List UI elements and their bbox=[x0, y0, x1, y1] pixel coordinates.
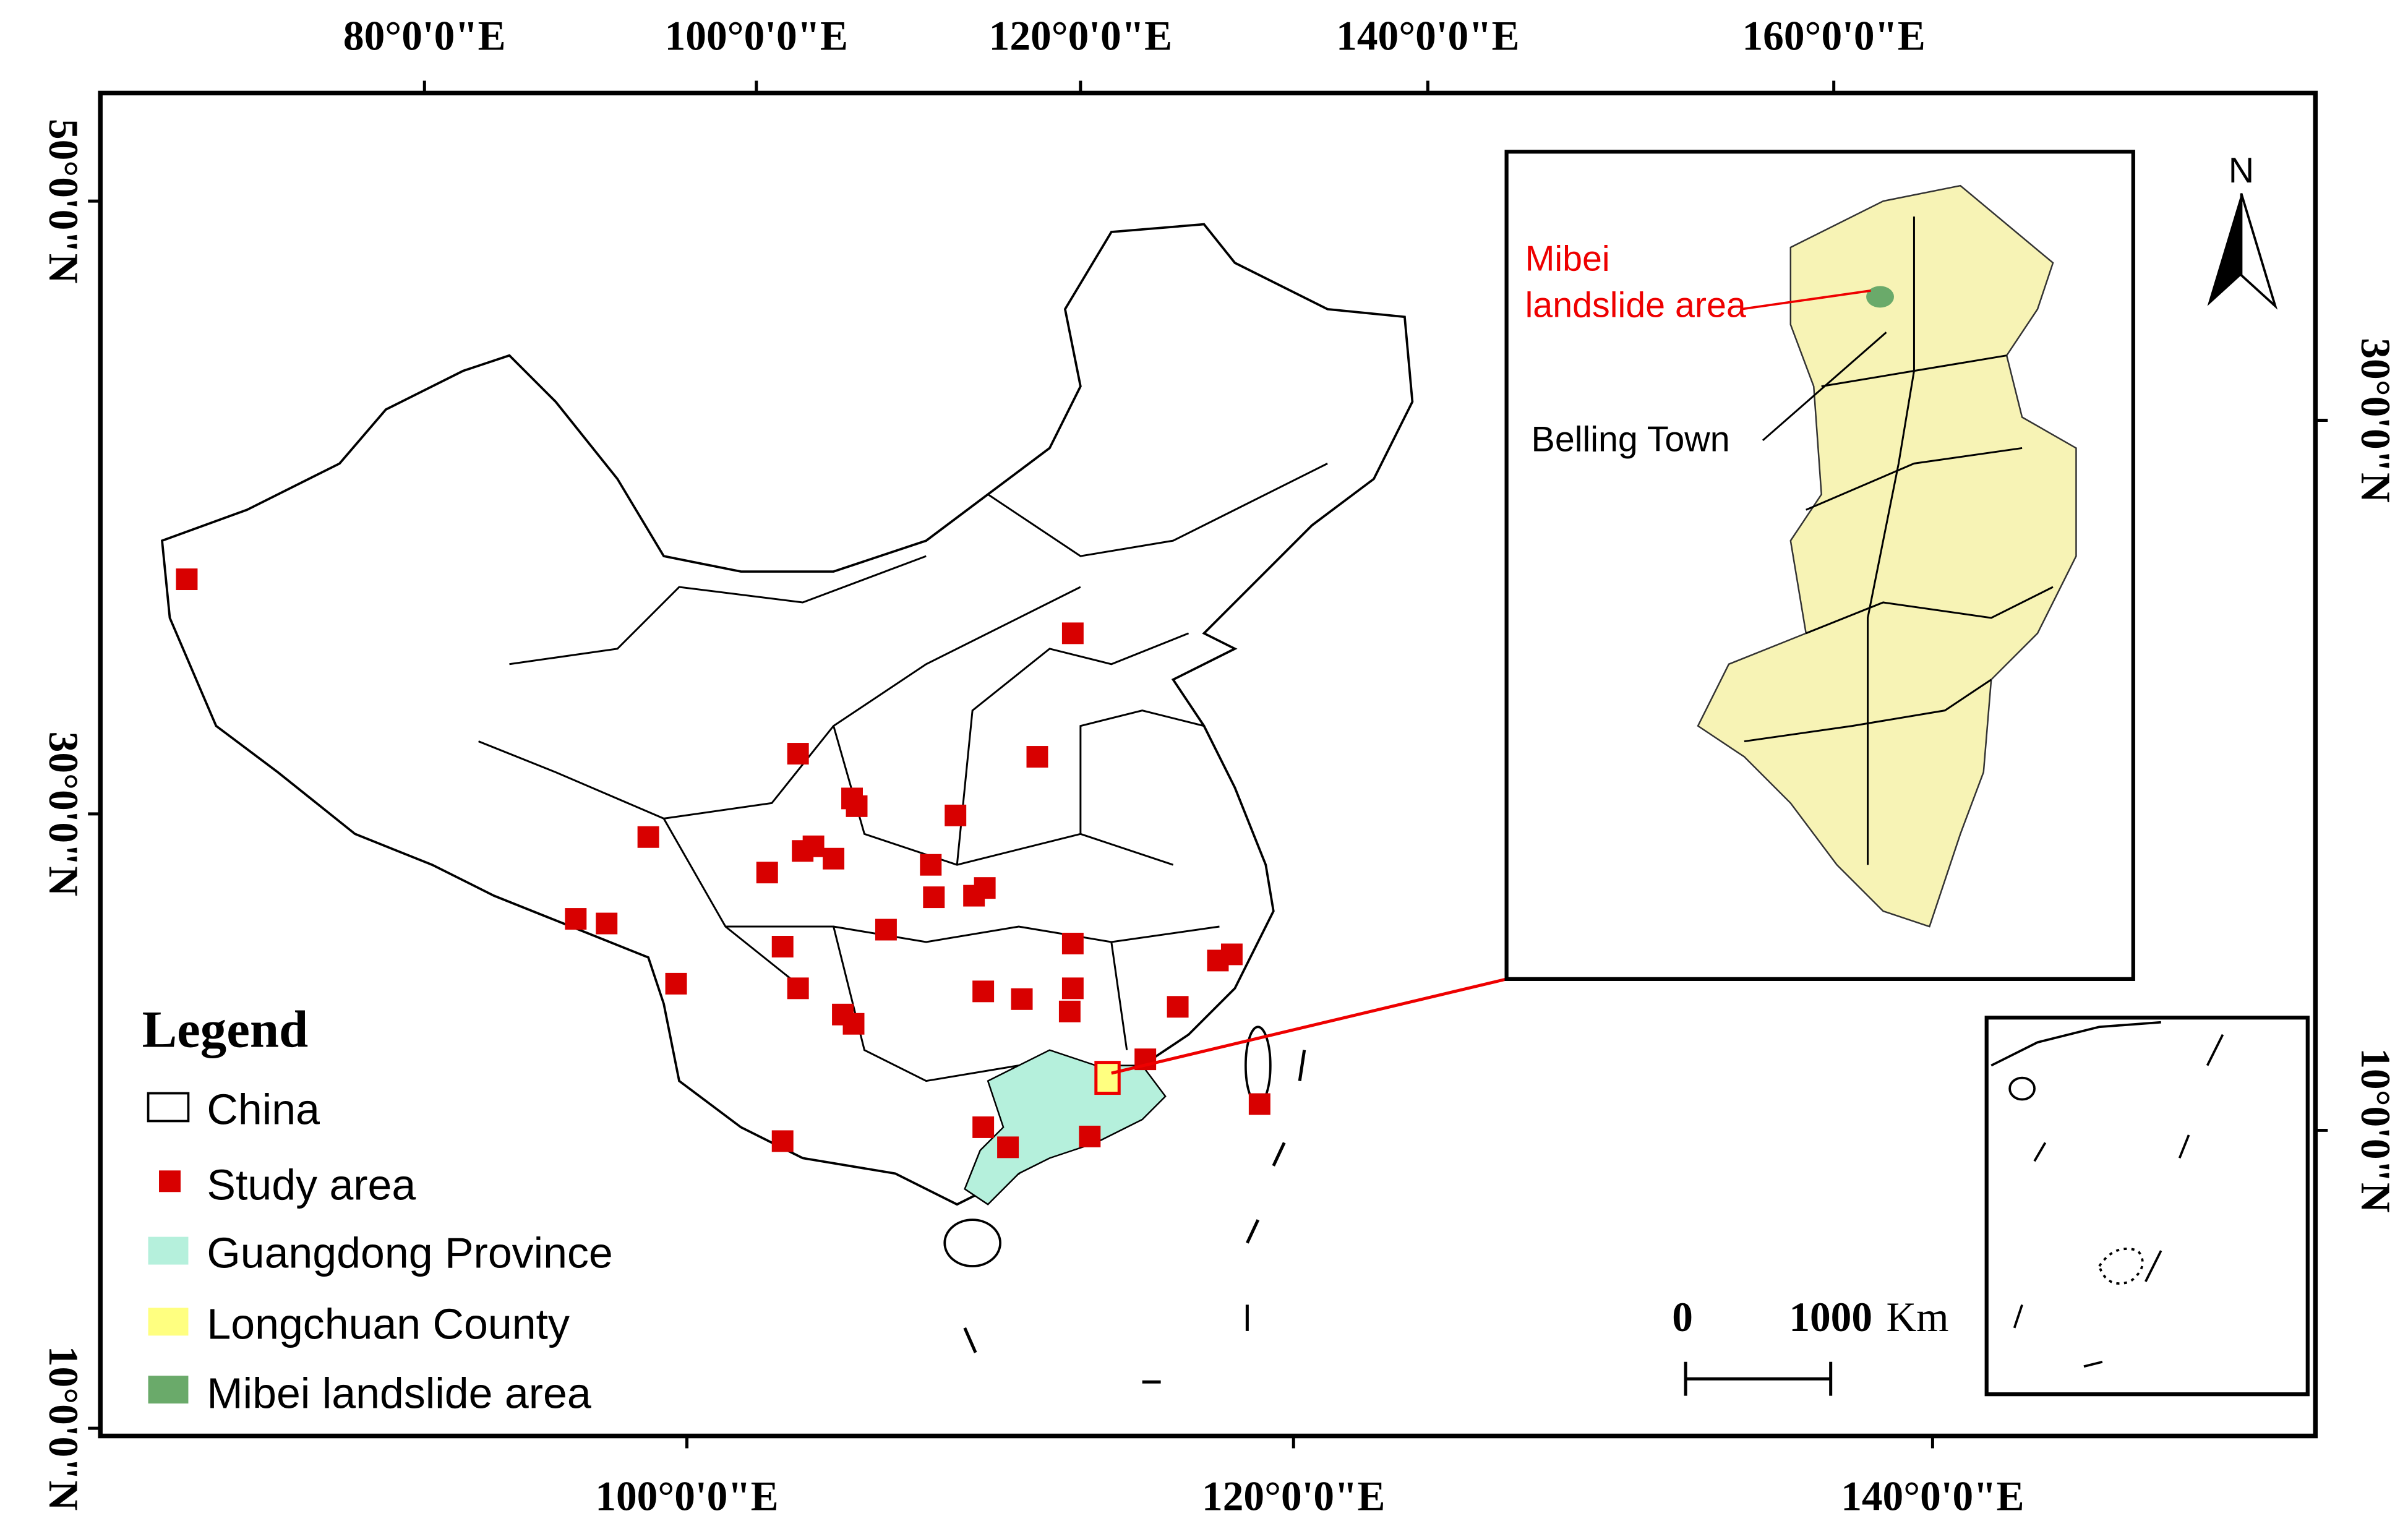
north-label: N bbox=[2229, 151, 2254, 191]
study-area bbox=[665, 972, 687, 995]
study-area bbox=[1079, 1125, 1101, 1147]
study-area bbox=[923, 886, 945, 909]
legend-swatch bbox=[148, 1236, 189, 1265]
study-area bbox=[1167, 996, 1189, 1018]
scale-bar bbox=[1684, 1361, 1833, 1396]
study-area bbox=[1220, 943, 1243, 966]
study-area bbox=[771, 1130, 794, 1152]
legend-swatch bbox=[159, 1170, 181, 1193]
study-area bbox=[1248, 1093, 1270, 1115]
study-area bbox=[176, 568, 198, 591]
study-area bbox=[842, 1013, 865, 1035]
north-arrow bbox=[2207, 193, 2242, 306]
coord-label: 100°0'0"E bbox=[595, 1473, 778, 1519]
scale-label: 1000 bbox=[1789, 1294, 1872, 1340]
study-area bbox=[1061, 622, 1084, 645]
legend-item: Guangdong Province bbox=[207, 1229, 612, 1277]
study-area bbox=[875, 919, 897, 941]
legend-swatch bbox=[147, 1092, 190, 1123]
coord-label: 50°0'0"N bbox=[40, 119, 87, 283]
china-outline bbox=[161, 223, 1414, 1206]
coord-label: 140°0'0"E bbox=[1841, 1473, 2024, 1519]
study-area bbox=[637, 826, 659, 848]
study-area bbox=[1061, 977, 1084, 1000]
study-area bbox=[920, 854, 942, 876]
study-area bbox=[1061, 933, 1084, 954]
nine-dash-line bbox=[963, 1050, 1306, 1384]
coord-label: 10°0'0"N bbox=[40, 1346, 87, 1510]
legend-item: China bbox=[207, 1085, 320, 1133]
hainan bbox=[943, 1218, 1001, 1267]
study-area bbox=[972, 980, 995, 1003]
study-area bbox=[1058, 1000, 1081, 1022]
coord-label: 10°0'0"N bbox=[2352, 1048, 2399, 1212]
north-arrow bbox=[2240, 193, 2278, 310]
callout-line bbox=[1111, 977, 1507, 1075]
coord-label: 120°0'0"E bbox=[989, 13, 1172, 59]
study-area bbox=[972, 1116, 995, 1138]
coord-label: 80°0'0"E bbox=[343, 13, 506, 59]
coord-label: 120°0'0"E bbox=[1202, 1473, 1385, 1519]
study-area bbox=[756, 862, 778, 884]
study-area bbox=[945, 804, 967, 826]
study-area bbox=[771, 936, 794, 957]
mibei-label: landslide area bbox=[1525, 285, 1746, 325]
mibei-area bbox=[1866, 286, 1894, 308]
legend-item: Study area bbox=[207, 1161, 416, 1209]
coord-label: 160°0'0"E bbox=[1742, 13, 1925, 59]
study-area bbox=[1026, 746, 1048, 768]
scale-unit: Km bbox=[1887, 1294, 1949, 1340]
mibei-label: Mibei bbox=[1525, 239, 1610, 278]
scale-label: 0 bbox=[1672, 1294, 1693, 1340]
town-label: Belling Town bbox=[1532, 419, 1730, 459]
study-area bbox=[974, 877, 996, 899]
coord-label: 100°0'0"E bbox=[665, 13, 848, 59]
south-sea-detail bbox=[1990, 1021, 2224, 1368]
south-sea-inset bbox=[1984, 1016, 2310, 1397]
study-area bbox=[565, 908, 587, 930]
legend-swatch bbox=[148, 1376, 189, 1404]
longchuan-marker bbox=[1094, 1061, 1121, 1095]
longchuan-county bbox=[1697, 184, 2077, 928]
coord-label: 30°0'0"N bbox=[40, 732, 87, 896]
legend-item: Longchuan County bbox=[207, 1300, 570, 1348]
legend-item: Mibei landslide area bbox=[207, 1369, 591, 1418]
study-areas bbox=[176, 568, 1270, 1159]
mibei-leader bbox=[1741, 289, 1871, 311]
town-borders bbox=[1744, 216, 2054, 865]
coord-label: 140°0'0"E bbox=[1336, 13, 1519, 59]
study-area bbox=[787, 977, 809, 1000]
study-area bbox=[846, 795, 868, 817]
legend-title: Legend bbox=[142, 1001, 309, 1059]
town-leader bbox=[1762, 332, 1887, 442]
study-area bbox=[823, 847, 845, 870]
study-area bbox=[596, 912, 618, 935]
study-area bbox=[997, 1136, 1019, 1159]
study-area bbox=[1011, 988, 1033, 1010]
legend-swatch bbox=[148, 1308, 189, 1336]
study-area bbox=[787, 743, 809, 764]
coord-label: 30°0'0"N bbox=[2352, 338, 2399, 502]
study-area bbox=[802, 835, 825, 857]
